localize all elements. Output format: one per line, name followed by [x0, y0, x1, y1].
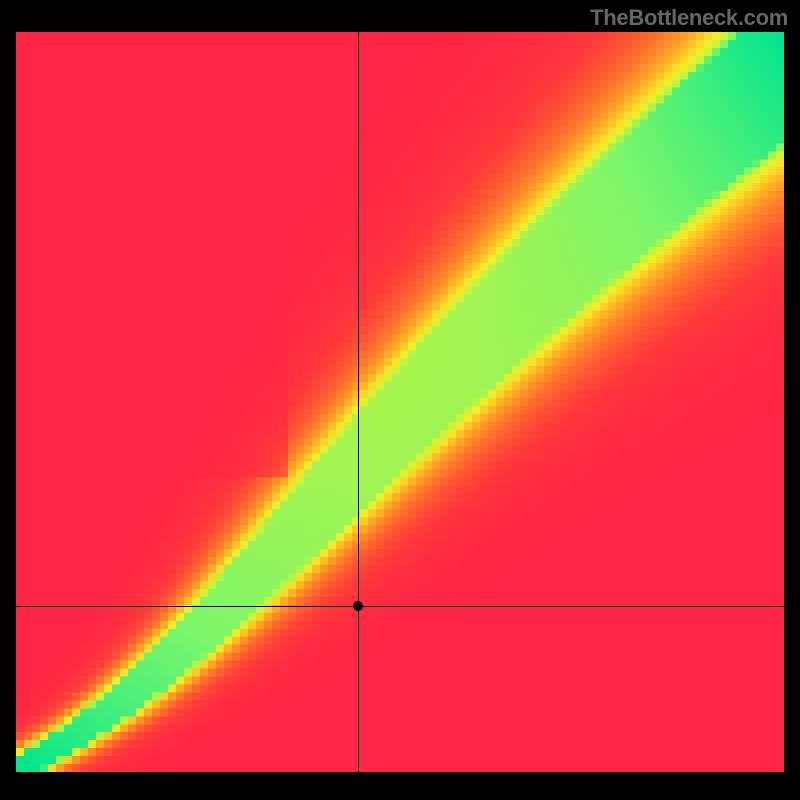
crosshair-horizontal	[16, 606, 784, 607]
heatmap-canvas	[16, 32, 784, 772]
plot-area	[16, 32, 784, 772]
crosshair-marker-dot	[353, 601, 363, 611]
watermark-text: TheBottleneck.com	[590, 5, 788, 31]
chart-container: TheBottleneck.com	[0, 0, 800, 800]
crosshair-vertical	[358, 32, 359, 772]
